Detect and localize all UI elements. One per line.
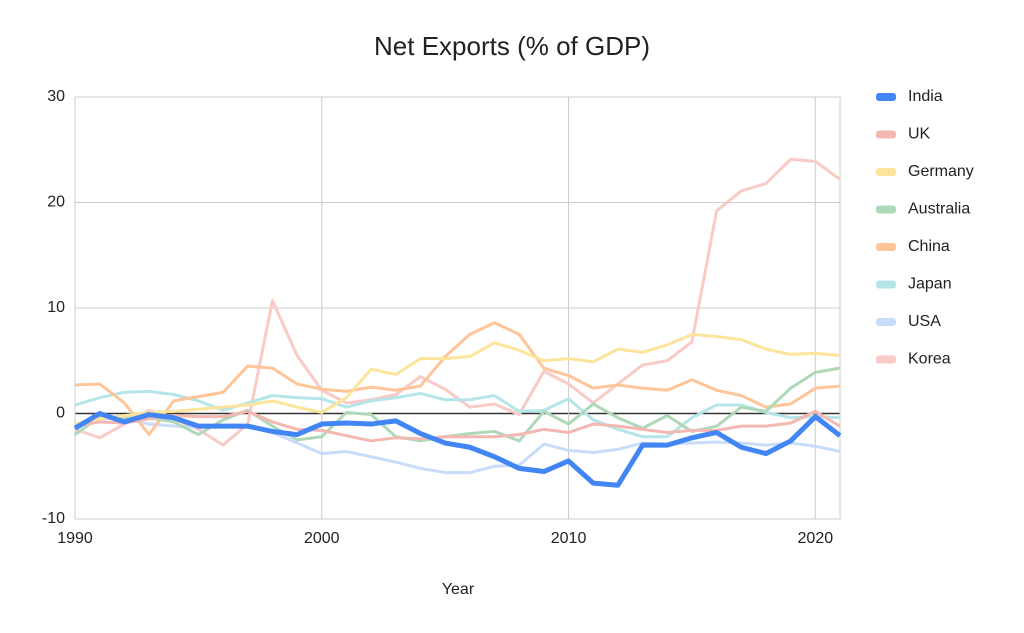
legend-label: Japan <box>908 276 952 293</box>
chart-title: Net Exports (% of GDP) <box>374 31 650 61</box>
x-axis-label: Year <box>442 581 475 598</box>
legend-swatch <box>876 318 896 326</box>
x-tick-label: 2010 <box>551 530 587 547</box>
series-line <box>74 332 841 426</box>
legend-swatch <box>876 355 896 364</box>
legend-swatch <box>876 93 896 101</box>
series-line <box>73 411 842 488</box>
legend-swatch <box>876 130 896 139</box>
legend-label: USA <box>908 313 941 330</box>
series-line <box>74 389 841 439</box>
legend-label: India <box>908 88 943 105</box>
legend-label: Korea <box>908 351 951 368</box>
legend-label: Germany <box>908 163 974 180</box>
y-tick-label: 30 <box>47 88 65 105</box>
legend-swatch <box>876 280 896 289</box>
y-tick-label: 0 <box>56 405 65 422</box>
series-line <box>74 321 841 437</box>
y-tick-label: 10 <box>47 299 65 316</box>
x-tick-label: 2020 <box>798 530 834 547</box>
x-tick-label: 2000 <box>304 530 340 547</box>
y-tick-label: -10 <box>42 510 65 527</box>
series-line <box>74 366 841 443</box>
legend-label: Australia <box>908 201 970 218</box>
legend-swatch <box>876 205 896 214</box>
legend-swatch <box>876 168 896 176</box>
legend-label: UK <box>908 126 931 143</box>
series-line <box>74 409 841 443</box>
x-tick-label: 1990 <box>57 530 93 547</box>
legend-label: China <box>908 238 950 255</box>
y-tick-label: 20 <box>47 194 65 211</box>
legend-swatch <box>876 243 896 251</box>
